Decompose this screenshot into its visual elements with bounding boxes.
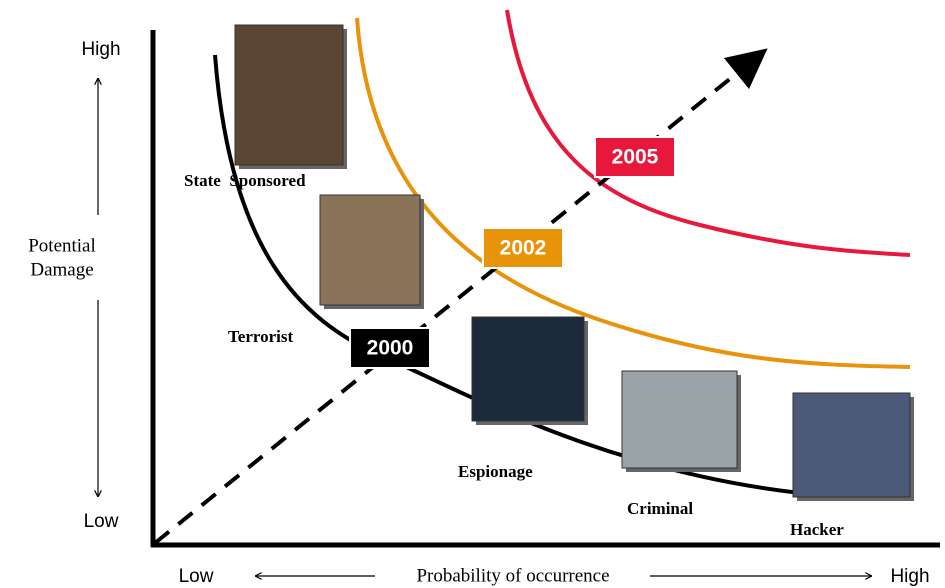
photo	[235, 25, 343, 165]
year-label: 2002	[500, 237, 547, 260]
y-high: High	[81, 39, 120, 60]
photos	[235, 25, 914, 501]
threat-label: Criminal	[627, 499, 693, 518]
curve-2005	[507, 10, 910, 255]
y-label: Damage	[30, 259, 93, 280]
threat-label: State Sponsored	[184, 171, 306, 190]
x-high: High	[890, 566, 929, 587]
diagram: 2000 2002 2005 State Sponsored Terrorist…	[0, 0, 945, 588]
year-label: 2000	[367, 337, 414, 360]
photo	[793, 393, 910, 497]
x-label: Probability of occurrence	[416, 565, 609, 586]
photo	[622, 371, 737, 468]
photo	[472, 317, 584, 421]
threat-label: Terrorist	[228, 327, 293, 346]
y-low: Low	[84, 511, 119, 532]
threat-label: Espionage	[458, 462, 533, 481]
y-label: Potential	[28, 235, 96, 256]
threat-label: Hacker	[790, 520, 844, 539]
photo	[320, 195, 420, 305]
x-low: Low	[179, 566, 214, 587]
year-label: 2005	[612, 146, 659, 169]
